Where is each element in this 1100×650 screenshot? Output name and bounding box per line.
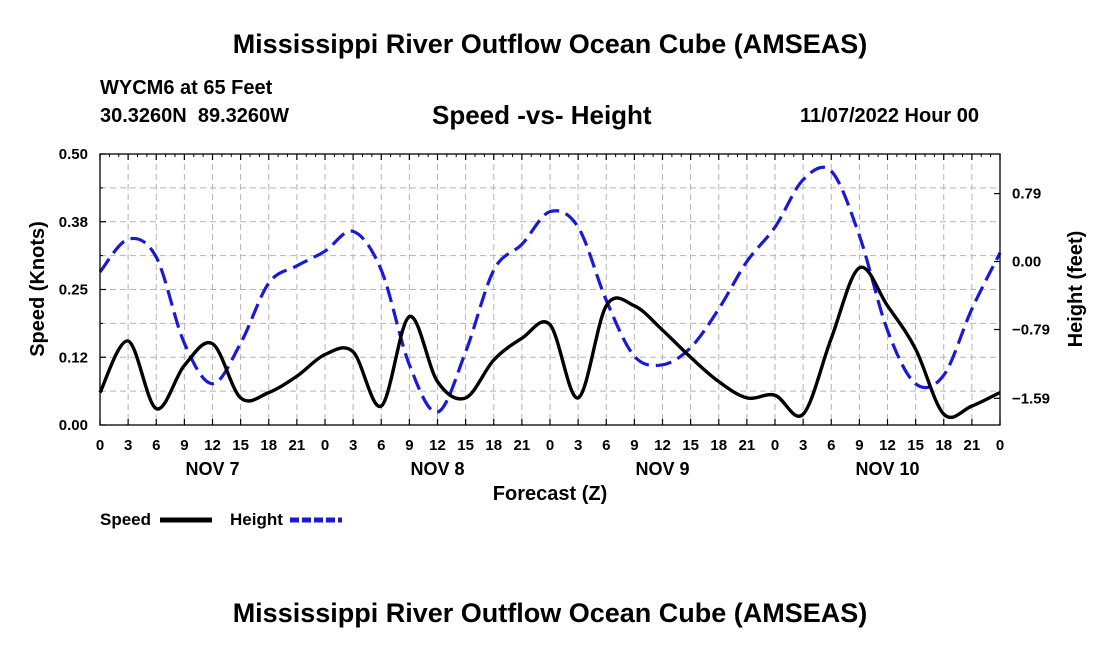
y-tick-label: 0.00: [59, 417, 88, 434]
x-tick-label: 12: [204, 437, 221, 454]
legend-label-speed: Speed: [100, 510, 151, 529]
axis-ticks: 0 3 6 9 12 15 18 21 0 3 6 9 12 15 18 21 0 3 6 9 12 15 18 21 0 3 6 9…: [59, 146, 1050, 479]
y-tick-label: 0.38: [59, 214, 88, 231]
x-tick-label: 0: [96, 437, 104, 454]
y2-tick-label: −0.79: [1012, 322, 1050, 339]
chart-legend: Speed Height: [100, 510, 342, 529]
x-tick-label: 18: [935, 437, 952, 454]
y-tick-label: 0.12: [59, 349, 88, 366]
day-label: NOV 8: [410, 459, 464, 479]
x-tick-label: 6: [602, 437, 610, 454]
x-tick-label: 3: [799, 437, 807, 454]
x-tick-label: 0: [996, 437, 1004, 454]
y-axis-title: Speed (Knots): [27, 221, 49, 357]
x-tick-label: 9: [180, 437, 188, 454]
x-tick-label: 0: [321, 437, 329, 454]
series-line-speed: [98, 265, 1001, 420]
chart-grid: [100, 154, 1000, 425]
footer-title: Mississippi River Outflow Ocean Cube (AM…: [232, 598, 868, 628]
y2-tick-label: 0.00: [1012, 254, 1041, 271]
day-label: NOV 9: [635, 459, 689, 479]
x-tick-label: 12: [879, 437, 896, 454]
chart-subtitle: Speed -vs- Height: [432, 100, 652, 130]
x-tick-label: 15: [232, 437, 249, 454]
x-tick-label: 6: [152, 437, 160, 454]
y2-tick-label: 0.79: [1012, 186, 1041, 203]
x-tick-label: 9: [405, 437, 413, 454]
x-tick-label: 21: [514, 437, 531, 454]
x-tick-label: 15: [457, 437, 474, 454]
y-tick-label: 0.25: [59, 282, 88, 299]
x-tick-label: 0: [771, 437, 779, 454]
chart-main-title: Mississippi River Outflow Ocean Cube (AM…: [232, 29, 868, 59]
x-tick-label: 3: [349, 437, 357, 454]
y2-tick-label: −1.59: [1012, 390, 1050, 407]
day-label: NOV 10: [855, 459, 919, 479]
x-tick-label: 6: [377, 437, 385, 454]
y2-axis-title: Height (feet): [1065, 231, 1087, 348]
x-tick-label: 12: [654, 437, 671, 454]
y-tick-label: 0.50: [59, 146, 88, 163]
x-tick-label: 0: [546, 437, 554, 454]
chart-series: [98, 165, 1002, 420]
day-label: NOV 7: [185, 459, 239, 479]
x-tick-label: 12: [429, 437, 446, 454]
x-tick-label: 3: [574, 437, 582, 454]
forecast-date: 11/07/2022 Hour 00: [800, 105, 980, 127]
legend-label-height: Height: [230, 510, 283, 529]
x-tick-label: 9: [630, 437, 638, 454]
x-axis-title: Forecast (Z): [493, 483, 607, 505]
x-tick-label: 18: [260, 437, 277, 454]
x-tick-label: 21: [289, 437, 306, 454]
x-tick-label: 6: [827, 437, 835, 454]
station-coordinates: 30.3260N 89.3260W: [100, 105, 290, 127]
x-tick-label: 21: [964, 437, 981, 454]
x-tick-label: 21: [739, 437, 756, 454]
x-tick-label: 18: [710, 437, 727, 454]
x-tick-label: 18: [485, 437, 502, 454]
series-line-height: [98, 165, 1002, 414]
x-tick-label: 15: [682, 437, 699, 454]
station-label: WYCM6 at 65 Feet: [100, 77, 273, 99]
x-tick-label: 9: [855, 437, 863, 454]
x-tick-label: 15: [907, 437, 924, 454]
x-tick-label: 3: [124, 437, 132, 454]
